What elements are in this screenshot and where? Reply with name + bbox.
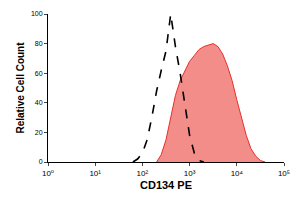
svg-text:Relative Cell Count: Relative Cell Count: [15, 42, 26, 134]
svg-text:80: 80: [35, 40, 43, 47]
svg-text:40: 40: [35, 99, 43, 106]
svg-text:CD134 PE: CD134 PE: [140, 179, 192, 191]
svg-text:0: 0: [39, 158, 43, 165]
svg-text:10³: 10³: [184, 169, 196, 178]
svg-text:10⁴: 10⁴: [231, 169, 244, 178]
svg-text:10¹: 10¹: [89, 169, 101, 178]
svg-text:60: 60: [35, 70, 43, 77]
svg-text:20: 20: [35, 129, 43, 136]
svg-text:100: 100: [31, 10, 43, 17]
svg-text:10⁰: 10⁰: [42, 169, 54, 178]
svg-text:10²: 10²: [137, 169, 149, 178]
svg-text:10⁵: 10⁵: [278, 169, 290, 178]
